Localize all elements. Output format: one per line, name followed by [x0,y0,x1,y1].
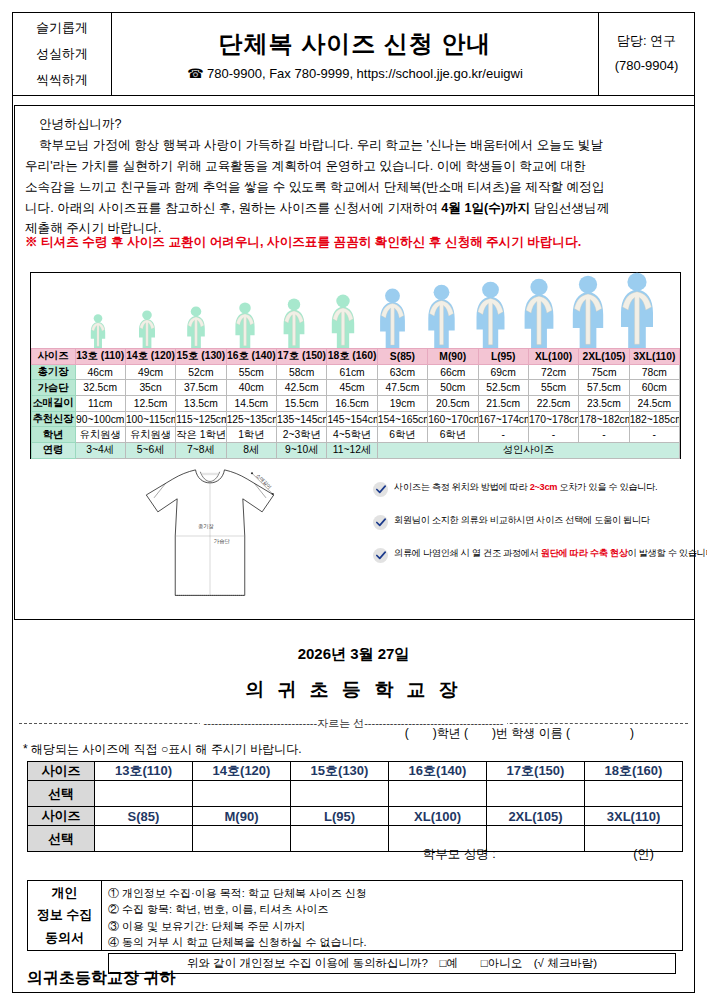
svg-text:가슴단: 가슴단 [214,538,231,544]
svg-text:총기장: 총기장 [198,523,215,530]
